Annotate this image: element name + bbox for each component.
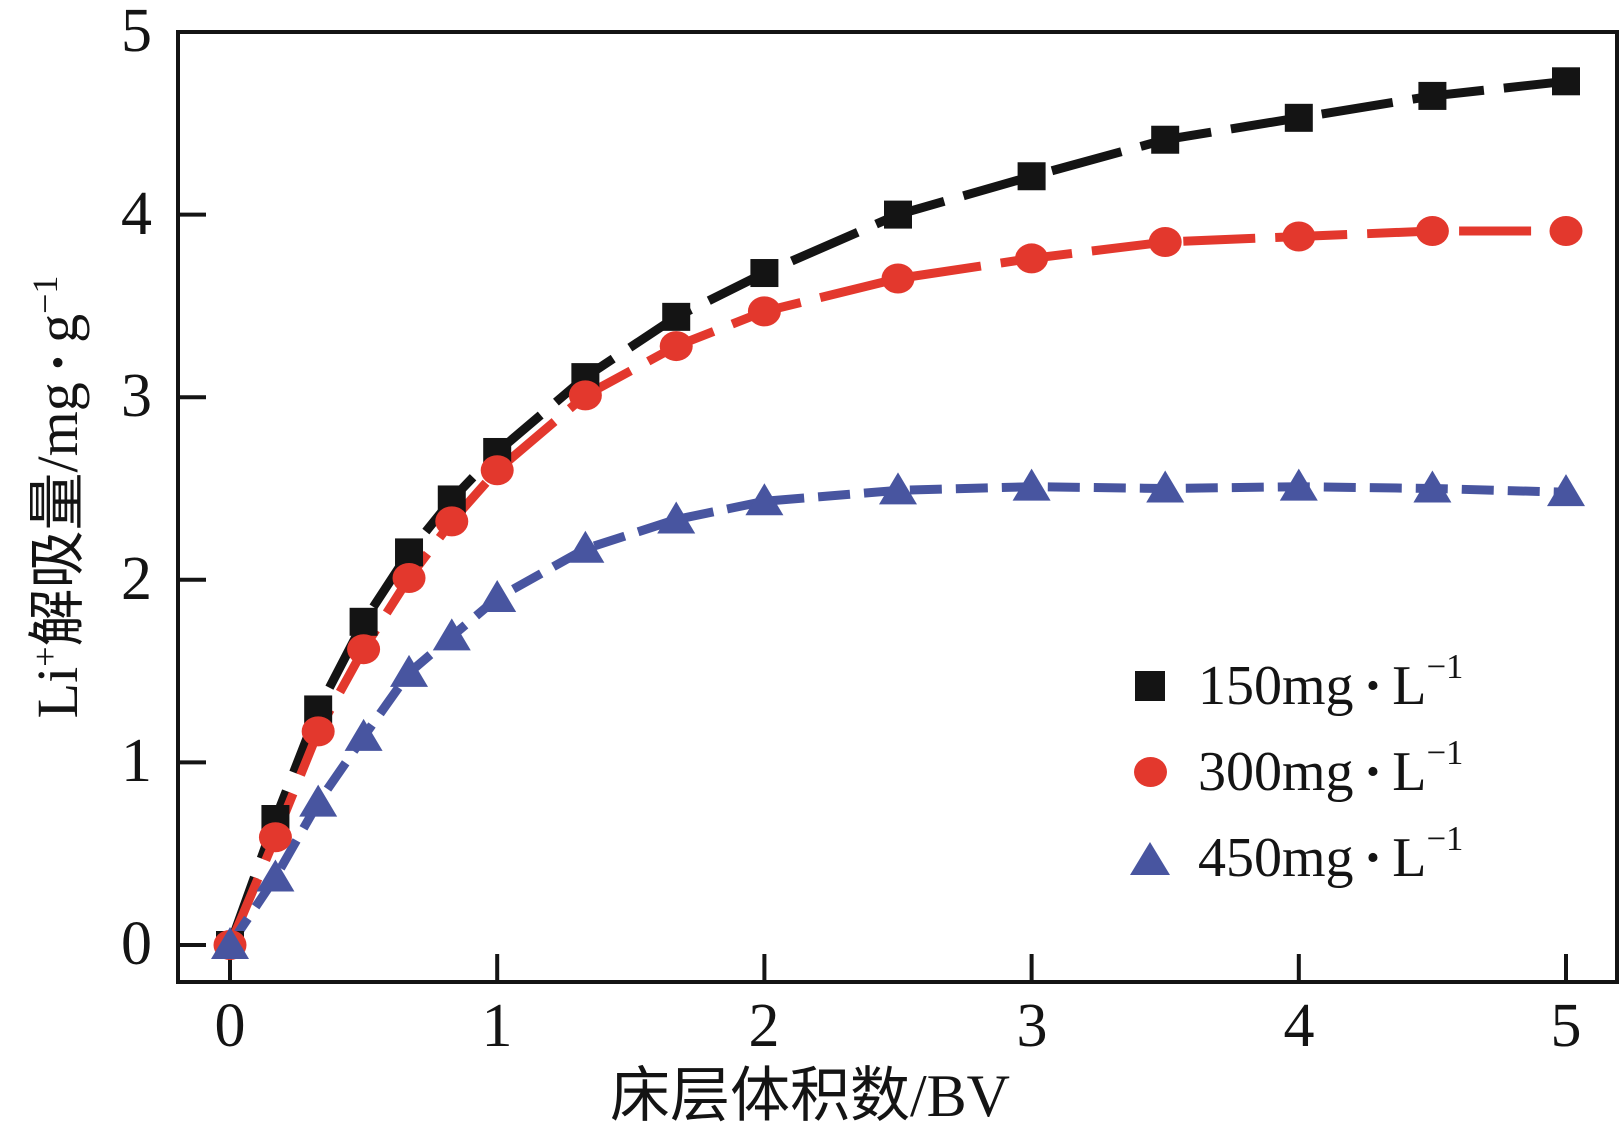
- legend-label-exp: −1: [1426, 646, 1464, 686]
- marker-circle: [347, 634, 381, 665]
- legend-marker-triangle: [1130, 841, 1170, 875]
- y-axis-label-li-exp: +: [25, 646, 66, 667]
- y-axis-label: Li+解吸量/mg · g−1: [25, 276, 90, 719]
- y-tick-label: 0: [121, 909, 152, 978]
- y-tick-label: 2: [121, 544, 152, 613]
- legend-marker-square: [1135, 671, 1165, 701]
- marker-circle: [1015, 243, 1049, 274]
- x-axis-label: 床层体积数/BV: [609, 1063, 1011, 1129]
- marker-triangle: [299, 784, 338, 817]
- marker-triangle: [211, 927, 249, 959]
- legend-marker-circle: [1133, 757, 1167, 787]
- y-axis-label-li: Li: [25, 666, 90, 719]
- legend-label: 150mg: [1198, 655, 1354, 717]
- legend-item-150: 150mg · L −1: [1128, 649, 1463, 717]
- legend-label-dot: ·: [1363, 741, 1383, 803]
- marker-triangle: [344, 718, 383, 751]
- plot-frame: [176, 30, 1619, 984]
- x-tick-label: 2: [748, 992, 780, 1060]
- marker-circle: [1415, 216, 1449, 247]
- marker-square: [395, 538, 424, 567]
- marker-square: [1552, 67, 1580, 96]
- marker-square: [1017, 162, 1046, 191]
- marker-square: [1151, 125, 1180, 154]
- series-line-450: [226, 482, 1567, 948]
- marker-circle: [747, 296, 781, 327]
- marker-triangle: [657, 501, 696, 534]
- legend-label-dot: ·: [1363, 827, 1383, 889]
- y-axis-label-dot: ·: [25, 352, 90, 373]
- x-tick-label: 1: [481, 992, 513, 1060]
- legend-label-exp: −1: [1426, 732, 1464, 772]
- marker-triangle: [566, 530, 605, 563]
- marker-triangle: [879, 472, 917, 505]
- x-tick-label: 4: [1283, 992, 1315, 1060]
- marker-square: [1418, 81, 1447, 110]
- marker-circle: [301, 716, 335, 747]
- marker-triangle: [1012, 468, 1051, 501]
- series-line-150: [225, 76, 1567, 947]
- x-tick-label: 3: [1016, 992, 1048, 1060]
- marker-square: [662, 302, 691, 331]
- marker-triangle: [1279, 468, 1318, 501]
- marker-square: [349, 607, 378, 636]
- marker-circle: [480, 455, 514, 486]
- y-tick-label: 5: [121, 0, 152, 65]
- marker-triangle: [432, 618, 471, 651]
- marker-circle: [1282, 221, 1316, 252]
- marker-circle: [1148, 226, 1182, 257]
- marker-circle: [881, 263, 915, 294]
- legend-label-unit: L: [1392, 655, 1427, 717]
- marker-circle: [1549, 216, 1583, 247]
- legend-item-450: 450mg · L −1: [1128, 821, 1463, 889]
- legend-label-exp: −1: [1426, 818, 1464, 858]
- x-tick-label: 5: [1550, 992, 1582, 1060]
- legend-label-dot: ·: [1363, 655, 1383, 717]
- marker-circle: [435, 506, 469, 537]
- legend-label-unit: L: [1392, 741, 1427, 803]
- marker-square: [1284, 103, 1313, 132]
- y-axis-label-mid: 解吸量/mg: [25, 382, 90, 647]
- legend-label: 450mg: [1198, 827, 1354, 889]
- y-tick-label: 3: [121, 361, 152, 430]
- marker-triangle: [1547, 474, 1585, 507]
- marker-square: [750, 259, 779, 288]
- marker-triangle: [390, 654, 429, 687]
- legend-label: 300mg: [1198, 741, 1354, 803]
- y-axis-label-unit: g: [25, 313, 90, 343]
- marker-triangle: [478, 580, 517, 613]
- y-tick-label: 1: [121, 726, 152, 795]
- y-tick-label: 4: [121, 179, 152, 248]
- legend-label-unit: L: [1392, 827, 1427, 889]
- series-line-300: [225, 226, 1566, 947]
- marker-square: [884, 200, 912, 229]
- x-tick-label: 0: [214, 992, 246, 1060]
- marker-triangle: [1413, 470, 1452, 503]
- marker-triangle: [1146, 470, 1185, 503]
- marker-circle: [392, 562, 426, 593]
- marker-triangle: [745, 483, 784, 516]
- marker-triangle: [256, 859, 295, 892]
- marker-circle: [258, 822, 292, 853]
- marker-circle: [568, 380, 602, 411]
- legend-item-300: 300mg · L −1: [1128, 735, 1463, 803]
- marker-circle: [659, 331, 693, 362]
- y-axis-label-exp: −1: [25, 275, 66, 314]
